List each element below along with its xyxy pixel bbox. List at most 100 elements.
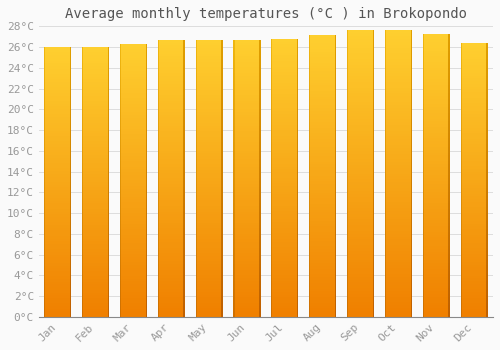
Bar [422, 254, 424, 257]
Bar [82, 239, 83, 241]
Bar [385, 168, 412, 171]
Bar [158, 170, 159, 173]
Bar [460, 147, 488, 150]
Bar [108, 217, 109, 220]
Bar [82, 149, 83, 152]
Bar [120, 63, 121, 66]
Bar [297, 247, 298, 250]
Bar [422, 158, 424, 161]
Bar [271, 295, 272, 298]
Bar [347, 199, 374, 202]
Bar [460, 125, 462, 128]
Bar [158, 247, 159, 250]
Bar [422, 169, 450, 172]
Bar [158, 292, 159, 295]
Bar [410, 191, 412, 194]
Bar [82, 276, 109, 279]
Bar [146, 205, 147, 208]
Bar [448, 300, 450, 303]
Bar [271, 239, 272, 242]
Bar [146, 128, 147, 131]
Bar [372, 99, 374, 102]
Bar [385, 113, 412, 116]
Bar [309, 212, 336, 215]
Bar [347, 125, 374, 128]
Bar [158, 145, 159, 148]
Bar [460, 70, 462, 73]
Title: Average monthly temperatures (°C ) in Brokopondo: Average monthly temperatures (°C ) in Br… [65, 7, 467, 21]
Bar [44, 201, 45, 203]
Bar [297, 272, 298, 275]
Bar [234, 90, 260, 92]
Bar [335, 74, 336, 77]
Bar [422, 269, 450, 272]
Bar [271, 192, 298, 195]
Bar [486, 68, 488, 70]
Bar [422, 110, 424, 113]
Bar [309, 131, 336, 133]
Bar [158, 101, 185, 104]
Bar [372, 85, 374, 88]
Bar [335, 277, 336, 280]
Bar [422, 116, 424, 119]
Bar [347, 139, 374, 142]
Bar [184, 140, 185, 142]
Bar [158, 95, 185, 98]
Bar [184, 65, 185, 68]
Bar [120, 44, 147, 47]
Bar [259, 65, 260, 68]
Bar [460, 246, 462, 248]
Bar [297, 80, 298, 83]
Bar [271, 108, 298, 111]
Bar [410, 277, 412, 280]
Bar [82, 301, 109, 303]
Bar [82, 252, 109, 255]
Bar [372, 211, 374, 214]
Bar [222, 142, 223, 145]
Bar [347, 79, 374, 82]
Bar [271, 97, 272, 100]
Bar [259, 270, 260, 273]
Bar [222, 225, 223, 228]
Bar [271, 205, 272, 208]
Bar [120, 142, 121, 145]
Bar [120, 227, 147, 230]
Bar [347, 174, 374, 176]
Bar [309, 164, 310, 167]
Bar [385, 251, 386, 254]
Bar [146, 60, 147, 63]
Bar [422, 127, 424, 130]
Bar [422, 164, 424, 167]
Bar [410, 151, 412, 154]
Bar [309, 314, 336, 317]
Bar [158, 40, 159, 43]
Bar [234, 68, 260, 70]
Bar [108, 176, 109, 179]
Bar [422, 50, 424, 53]
Bar [410, 254, 412, 257]
Bar [271, 200, 272, 203]
Bar [158, 237, 185, 239]
Bar [372, 208, 374, 211]
Bar [372, 188, 374, 191]
Bar [222, 234, 223, 237]
Bar [448, 195, 450, 198]
Bar [44, 233, 45, 236]
Bar [222, 195, 223, 198]
Bar [82, 98, 83, 101]
Bar [158, 167, 159, 170]
Bar [372, 131, 374, 133]
Bar [372, 222, 374, 225]
Bar [335, 97, 336, 99]
Bar [309, 178, 336, 181]
Bar [271, 253, 298, 256]
Bar [372, 119, 374, 122]
Bar [460, 284, 488, 287]
Bar [82, 96, 83, 98]
Bar [44, 114, 72, 117]
Bar [158, 56, 185, 59]
Bar [309, 252, 336, 255]
Bar [372, 122, 374, 125]
Bar [309, 108, 336, 111]
Bar [82, 66, 83, 69]
